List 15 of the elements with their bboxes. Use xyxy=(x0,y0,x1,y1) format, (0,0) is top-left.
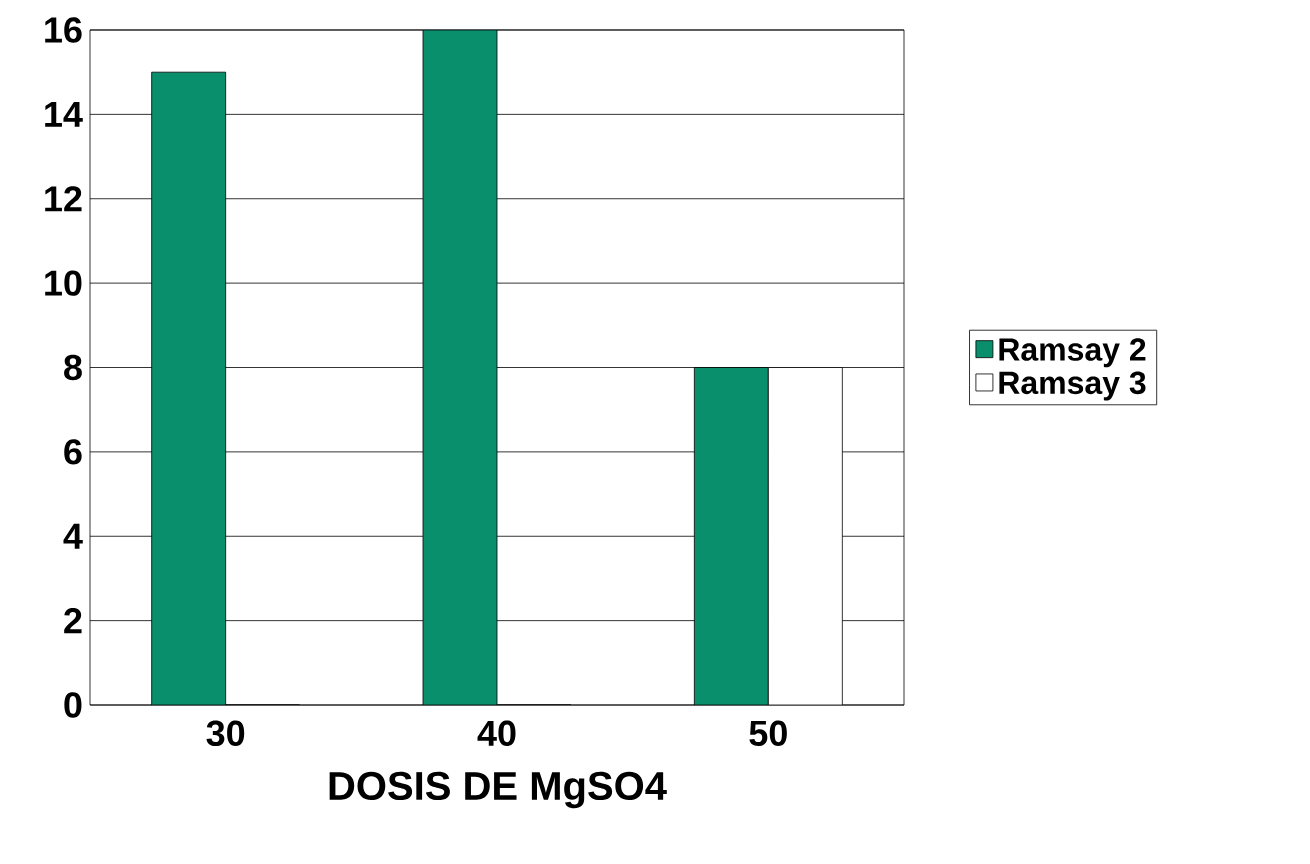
x-tick-label: 30 xyxy=(206,720,245,747)
legend-label: Ramsay 2 xyxy=(999,338,1146,368)
y-tick-label: 14 xyxy=(45,101,83,127)
x-axis-title: DOSIS DE MgSO4 xyxy=(329,771,667,809)
legend-label: Ramsay 3 xyxy=(999,371,1146,401)
x-tick-label: 50 xyxy=(749,720,787,747)
y-tick-label: 12 xyxy=(45,186,82,212)
y-tick-label: 8 xyxy=(64,354,82,381)
y-tick-label: 2 xyxy=(64,608,82,634)
y-tick-label: 6 xyxy=(64,439,82,465)
y-tick-label: 16 xyxy=(45,17,82,43)
y-tick-label: 0 xyxy=(64,692,82,718)
x-tick-label: 40 xyxy=(477,720,516,747)
y-tick-label: 10 xyxy=(45,270,82,296)
y-tick-label: 4 xyxy=(63,523,83,549)
